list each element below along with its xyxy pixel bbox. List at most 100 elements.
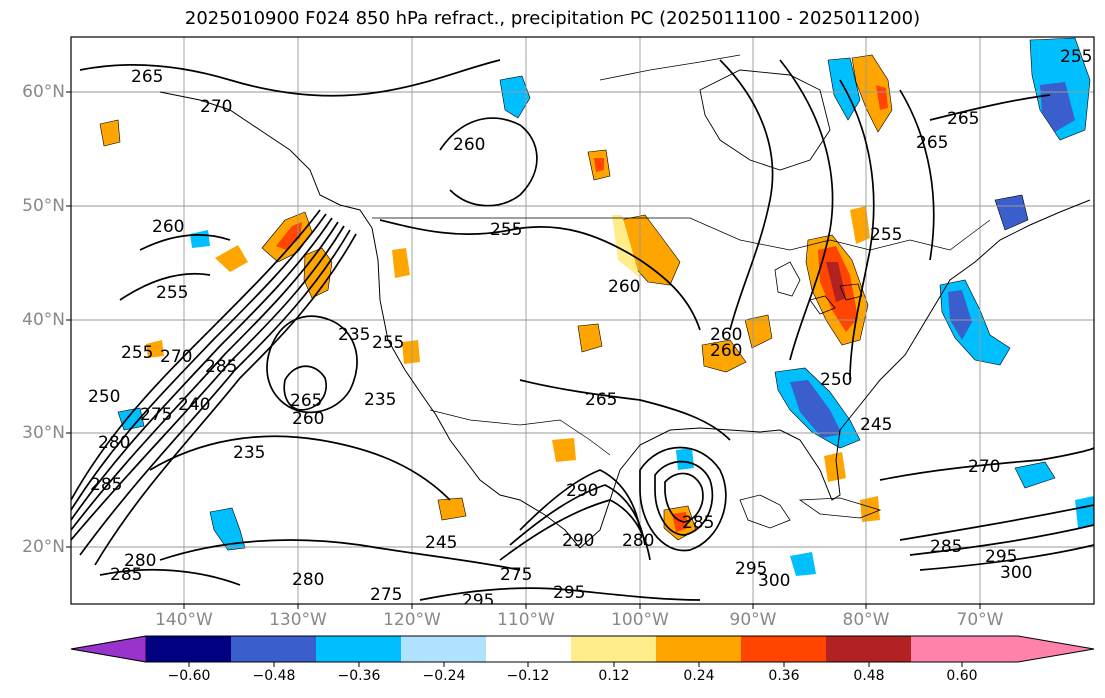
positive-anomaly-areas [99,54,893,541]
colorbar-extend-low [70,635,147,663]
colorbar-bin [656,636,741,662]
contour-label: 260 [710,341,742,361]
contour-gulf-loop-2 [654,460,714,536]
colorbar-bin [486,636,571,662]
contour-gulf-loop-3 [664,472,704,523]
shade-florida [824,452,846,482]
border-us-mexico [429,409,611,456]
contour-label: 270 [200,97,232,117]
border-us-canada [372,217,991,251]
contour-label: 275 [370,585,402,605]
shade-east-coast-core [948,290,972,340]
lat-ticks [66,91,71,548]
contour-label: 290 [562,531,594,551]
contour-label: 290 [566,481,598,501]
contour-265-central [519,379,731,441]
shade-ohio [744,314,773,349]
contour-label: 260 [710,325,742,345]
lat-label-40n: 40°N [22,310,65,330]
contour-label: 255 [372,333,404,353]
shade-texas [552,438,576,462]
contour-label: 255 [156,283,188,303]
contour-label: 285 [682,513,714,533]
contour-label: 265 [290,391,322,411]
lat-label-30n: 30°N [22,423,65,443]
lon-label-80w: 80°W [842,610,890,630]
coastline-gulf [579,427,781,549]
contour-235-loop [266,315,358,414]
contour-label: 270 [968,457,1000,477]
lon-label-110w: 110°W [497,610,555,630]
contour-jet-1 [71,209,321,501]
contour-245 [159,539,521,571]
contour-jet-7 [94,233,357,566]
contour-mex-1 [519,469,641,531]
lon-label-70w: 70°W [956,610,1004,630]
contour-label: 235 [364,390,396,410]
shade-caribbean [790,552,816,576]
contour-label: 295 [985,547,1017,567]
contour-label: 255 [121,343,153,363]
great-lakes [774,261,863,315]
shade-midsouth [701,339,747,373]
contour-east-4 [899,89,935,261]
shade-baja [146,340,164,358]
shade-southeast-core [790,380,842,438]
colorbar-tick-label: 0.24 [683,668,715,684]
contour-270-se [879,447,1094,481]
contour-east-3 [839,79,875,381]
plot-title: 2025010900 F024 850 hPa refract., precip… [184,8,921,29]
contour-gulf-loop-1 [639,446,727,552]
shade-idaho [392,248,410,278]
colorbar-bin [741,636,826,662]
contour-label: 260 [453,135,485,155]
lat-label-50n: 50°N [22,196,65,216]
colorbar-bin [231,636,316,662]
shade-alberta [499,75,531,119]
shade-mexico [437,497,467,521]
lon-label-90w: 90°W [729,610,777,630]
shade-bc-interior [190,230,210,248]
coastline-florida [779,429,841,501]
contour-label: 250 [88,387,120,407]
contour-label: 280 [292,570,324,590]
contour-label: 255 [1060,47,1092,67]
contour-255-w [119,272,211,301]
lon-ticks [183,604,981,609]
contour-atl-3 [919,544,1094,571]
contour-label: 285 [930,537,962,557]
hudson-bay [699,69,831,171]
contour-label: 245 [425,533,457,553]
shade-pacific-mex [209,507,246,551]
contour-label: 265 [131,67,163,87]
contour-atl-1 [899,504,1094,541]
contour-295-s [419,587,701,601]
contour-label: 235 [338,325,370,345]
contour-label: 285 [205,357,237,377]
colorbar-extend-high [911,636,1094,662]
contour-labels: 265 270 260 255 265 260 255 255 260 255 … [88,47,1092,605]
colorbar-tick-label: −0.48 [252,668,296,684]
shade-bc-coast [215,245,248,272]
shade-great-lakes-peak [826,262,846,302]
coastline-west-us [371,227,581,549]
contour-jet-6 [79,229,351,556]
contour-atl-2 [909,524,1094,556]
contour-260 [439,117,538,207]
contour-label: 265 [916,133,948,153]
contour-mex-2 [509,484,646,546]
contour-jet-5 [71,225,345,541]
colorbar-tick-label: 0.36 [768,668,800,684]
coastline-alaska [159,91,373,229]
colorbar-tick-label: −0.24 [422,668,466,684]
contour-east-1 [719,59,774,331]
contour-label: 295 [735,559,767,579]
refractivity-contours [71,59,1094,601]
lat-label-20n: 20°N [22,537,65,557]
lon-label-100w: 100°W [611,610,669,630]
contour-jet-2 [71,213,327,511]
contour-east-2 [779,59,834,361]
colorbar-bin [571,636,656,662]
shade-atlantic-2 [1075,496,1094,528]
